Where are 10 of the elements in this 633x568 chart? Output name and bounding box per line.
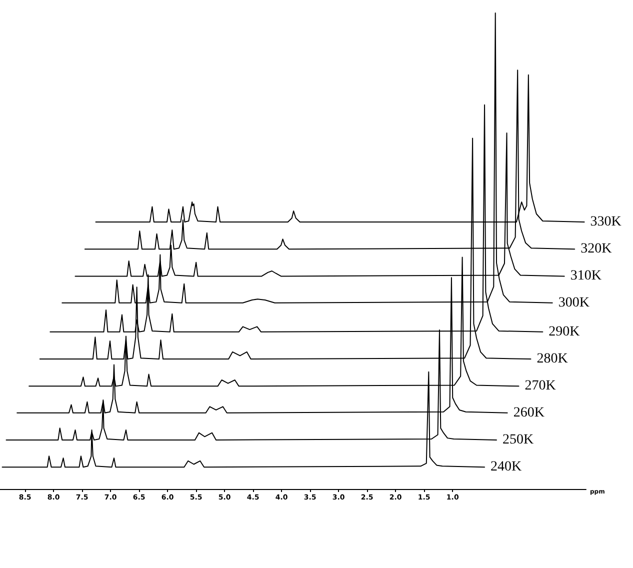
series-label: 330K [590, 214, 622, 230]
series-label: 300K [558, 295, 590, 310]
series-label: 250K [502, 432, 534, 448]
series-label: 270K [524, 378, 556, 394]
series-label: 260K [513, 405, 544, 420]
series-label: 290K [548, 324, 580, 340]
series-label: 320K [580, 242, 612, 257]
series-label: 280K [536, 352, 568, 367]
series-label: 240K [490, 460, 522, 475]
series-label: 310K [570, 268, 602, 284]
